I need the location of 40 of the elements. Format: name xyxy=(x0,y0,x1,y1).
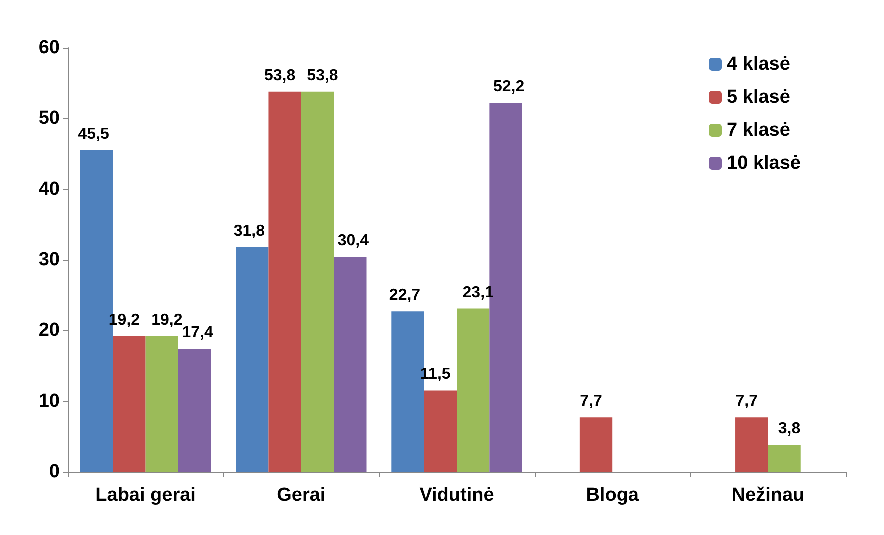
bar xyxy=(424,390,457,472)
x-tick-label: Labai gerai xyxy=(96,485,196,506)
bar xyxy=(457,308,490,472)
bar xyxy=(334,257,367,472)
data-label: 22,7 xyxy=(389,287,421,304)
bar xyxy=(736,418,768,472)
y-tick-label: 40 xyxy=(38,178,60,200)
x-tick-label: Nežinau xyxy=(732,485,805,506)
y-tick-label: 10 xyxy=(38,390,60,412)
legend-label: 4 klasė xyxy=(727,54,790,75)
bar xyxy=(178,349,212,472)
y-tick-label: 30 xyxy=(38,250,60,270)
y-tick-label: 60 xyxy=(38,38,60,58)
y-tick-label: 0 xyxy=(49,462,60,482)
x-tick-label: Vidutinė xyxy=(420,485,494,506)
legend-label: 5 klasė xyxy=(727,87,790,108)
y-tick-label: 50 xyxy=(38,108,60,130)
data-label: 17,4 xyxy=(182,324,214,342)
bar xyxy=(268,92,302,472)
bar xyxy=(301,92,334,472)
bar xyxy=(146,336,178,472)
data-label: 30,4 xyxy=(338,232,370,250)
data-label: 7,7 xyxy=(736,393,758,410)
x-tick-label: Gerai xyxy=(277,485,326,506)
y-tick-label: 20 xyxy=(38,320,60,342)
data-label: 53,8 xyxy=(264,67,296,84)
data-label: 3,8 xyxy=(778,420,801,438)
legend-label: 7 klasė xyxy=(727,120,790,141)
legend-label: 10 klasė xyxy=(727,153,802,174)
data-label: 52,2 xyxy=(493,78,525,96)
data-label: 31,8 xyxy=(234,222,266,240)
bar xyxy=(236,247,269,472)
data-label: 45,5 xyxy=(78,126,110,143)
bar xyxy=(113,336,146,472)
data-label: 7,7 xyxy=(580,393,602,410)
bar xyxy=(580,418,613,472)
bar xyxy=(768,445,801,472)
data-label: 53,8 xyxy=(307,67,338,84)
x-tick-label: Bloga xyxy=(586,485,640,506)
data-label: 19,2 xyxy=(152,312,183,329)
